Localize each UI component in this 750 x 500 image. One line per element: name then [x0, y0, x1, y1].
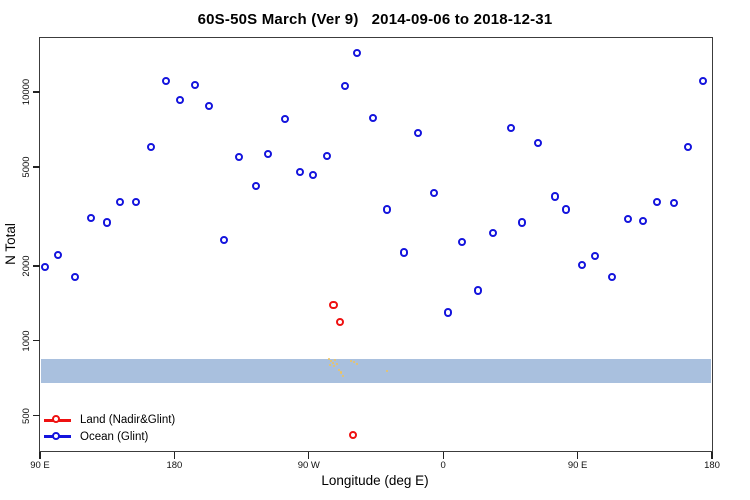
data-point-land-small	[327, 357, 331, 360]
data-point-ocean	[234, 152, 244, 162]
x-tick-label: 0	[440, 460, 446, 471]
x-tick	[173, 451, 176, 459]
data-point-ocean	[280, 114, 290, 124]
data-point-land-small	[385, 369, 389, 372]
data-point-ocean	[40, 262, 50, 272]
x-tick-label: 180	[704, 460, 720, 471]
data-point-ocean	[352, 48, 362, 58]
x-tick	[711, 451, 713, 459]
data-point-land-small	[329, 359, 333, 362]
data-point-ocean	[683, 142, 693, 152]
data-point-ocean	[251, 181, 261, 191]
data-point-ocean	[53, 250, 63, 260]
data-point-ocean	[652, 197, 662, 207]
data-point-land-small	[355, 362, 359, 365]
data-point-ocean	[219, 235, 229, 245]
data-point-ocean	[175, 95, 185, 105]
x-axis-label: Longitude (deg E)	[321, 473, 429, 488]
x-tick-label: 90 E	[30, 460, 50, 471]
x-tick	[576, 451, 579, 459]
data-point-ocean	[577, 260, 587, 270]
data-point-ocean	[161, 76, 171, 86]
data-point-ocean	[607, 272, 617, 282]
y-tick	[32, 339, 40, 342]
y-tick-label: 1000	[21, 330, 32, 352]
x-tick	[39, 451, 41, 459]
data-point-ocean	[550, 191, 560, 201]
data-point-land-small	[335, 362, 339, 365]
data-point-land	[348, 430, 358, 440]
plot-border	[39, 37, 713, 452]
data-point-land-small	[341, 374, 345, 377]
data-point-ocean	[322, 151, 332, 161]
data-point-ocean	[561, 204, 571, 214]
data-point-land-small	[339, 371, 343, 374]
legend-label-land: Land (Nadir&Glint)	[80, 414, 176, 427]
x-tick-label: 180	[166, 460, 183, 471]
data-point-ocean	[517, 217, 527, 227]
highlight-band	[41, 358, 711, 384]
legend-label-ocean: Ocean (Glint)	[80, 430, 149, 443]
data-point-ocean	[204, 101, 214, 111]
data-point-ocean	[190, 80, 200, 90]
chart-title: 60S-50S March (Ver 9) 2014-09-06 to 2018…	[197, 11, 553, 28]
y-tick-label: 5000	[21, 156, 32, 178]
x-tick	[442, 451, 444, 459]
ocean-marker-icon	[44, 431, 71, 442]
y-tick	[32, 166, 40, 168]
data-point-ocean	[698, 76, 708, 86]
data-point-ocean	[638, 216, 648, 226]
data-point-ocean	[669, 198, 679, 208]
data-point-ocean	[429, 188, 439, 198]
data-point-ocean	[102, 217, 112, 227]
data-point-ocean	[70, 272, 80, 282]
data-point-ocean	[590, 251, 600, 261]
data-point-ocean	[263, 149, 273, 159]
data-point-ocean	[473, 286, 483, 295]
x-tick	[308, 451, 310, 459]
data-point-ocean	[533, 138, 543, 148]
data-point-land	[328, 300, 338, 310]
data-point-land-small	[337, 368, 341, 371]
y-tick	[32, 414, 40, 417]
x-tick-label: 90 E	[567, 460, 588, 471]
data-point-land-small	[352, 360, 356, 364]
data-point-land-small	[331, 361, 335, 364]
data-point-ocean	[308, 170, 318, 180]
data-point-ocean	[146, 142, 156, 152]
data-point-land-small	[328, 363, 332, 366]
y-tick	[32, 91, 40, 93]
data-point-ocean	[488, 228, 498, 238]
data-point-ocean	[340, 81, 350, 91]
data-point-ocean	[295, 167, 305, 177]
data-point-ocean	[413, 128, 423, 138]
y-tick-label: 2000	[21, 255, 32, 277]
data-point-land	[335, 317, 345, 327]
legend: Land (Nadir&Glint) Ocean (Glint)	[44, 412, 175, 445]
legend-item-ocean: Ocean (Glint)	[44, 429, 175, 446]
data-point-ocean	[399, 247, 409, 257]
data-point-ocean	[457, 237, 467, 247]
legend-item-land: Land (Nadir&Glint)	[44, 412, 175, 429]
data-point-land-small	[349, 359, 353, 362]
data-point-ocean	[506, 123, 516, 133]
x-tick-label: 90 W	[297, 460, 320, 471]
data-point-ocean	[115, 197, 125, 207]
data-point-ocean	[86, 213, 96, 223]
data-point-ocean	[623, 214, 633, 224]
data-point-land-small	[332, 364, 336, 367]
data-point-ocean	[131, 197, 141, 207]
data-point-land-small	[333, 358, 337, 361]
data-point-ocean	[382, 204, 392, 214]
y-tick-label: 500	[21, 407, 32, 424]
data-point-ocean	[368, 113, 378, 123]
data-point-ocean	[443, 307, 453, 317]
y-axis-label: N Total	[3, 223, 18, 265]
land-marker-icon	[44, 415, 71, 426]
y-tick-label: 10000	[21, 78, 32, 106]
y-tick	[32, 265, 40, 267]
